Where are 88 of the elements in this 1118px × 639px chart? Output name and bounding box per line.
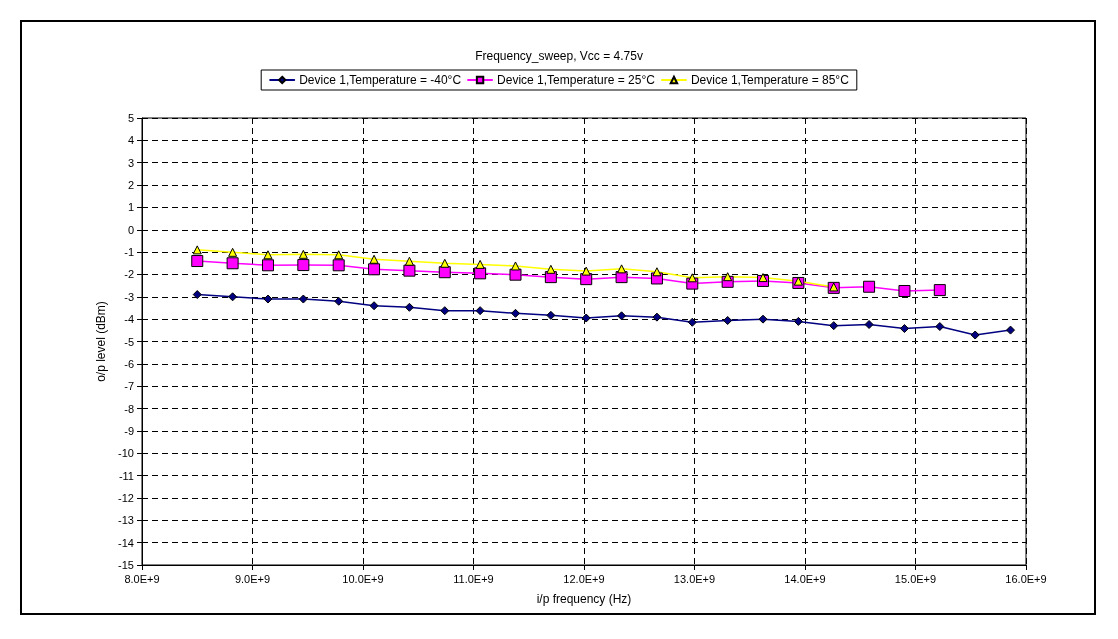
- y-tick-label: -4: [124, 313, 134, 326]
- y-tick-label: -1: [124, 246, 134, 259]
- x-tick-label: 14.0E+9: [784, 572, 826, 585]
- y-tick-label: 5: [127, 112, 134, 124]
- point: [404, 302, 414, 312]
- x-tick-label: 8.0E+9: [124, 572, 160, 585]
- point: [652, 312, 662, 322]
- point: [581, 266, 591, 276]
- x-axis-title: i/p frequency (Hz): [536, 592, 632, 606]
- point: [510, 308, 520, 318]
- y-axis-title: o/p level (dBm): [94, 301, 109, 382]
- point: [192, 290, 202, 300]
- y-tick-label: 4: [127, 134, 134, 147]
- point: [403, 264, 416, 277]
- x-tick-label: 13.0E+9: [673, 572, 716, 585]
- legend-label: Device 1,Temperature = 85°C: [690, 73, 850, 87]
- point: [263, 250, 273, 260]
- point: [261, 259, 274, 272]
- point: [546, 310, 556, 320]
- point: [617, 311, 627, 321]
- point: [510, 261, 520, 271]
- point: [546, 264, 556, 274]
- point: [369, 254, 379, 264]
- legend-label: Device 1,Temperature = 25°C: [497, 73, 656, 87]
- point: [404, 256, 414, 266]
- point: [334, 296, 344, 306]
- y-tick-label: -12: [118, 491, 134, 504]
- x-tick-label: 10.0E+9: [342, 572, 384, 585]
- y-tick-label: 1: [127, 201, 134, 214]
- y-tick-label: -15: [118, 559, 134, 571]
- point: [898, 284, 911, 297]
- y-tick-label: -5: [124, 335, 134, 348]
- point: [758, 273, 768, 283]
- point: [475, 306, 485, 316]
- point: [723, 315, 733, 325]
- point: [297, 259, 310, 272]
- x-tick-label: 9.0E+9: [234, 572, 271, 585]
- point: [829, 321, 839, 331]
- point: [332, 259, 345, 272]
- point: [440, 306, 450, 316]
- point: [1006, 325, 1016, 335]
- point: [793, 316, 803, 326]
- point: [298, 249, 308, 259]
- point: [191, 255, 204, 268]
- point: [475, 259, 485, 269]
- y-tick-label: -14: [118, 536, 134, 549]
- chart-title: Frequency_sweep, Vcc = 4.75v: [475, 49, 643, 63]
- point: [758, 314, 768, 324]
- y-tick-label: -8: [124, 402, 134, 415]
- point: [228, 247, 238, 257]
- point: [933, 284, 946, 297]
- point: [723, 272, 733, 282]
- point: [581, 313, 591, 323]
- y-tick-label: 2: [127, 179, 134, 192]
- y-tick-label: -9: [124, 424, 134, 437]
- legend-label: Device 1,Temperature = -40°C: [299, 73, 462, 87]
- x-tick-label: 15.0E+9: [894, 572, 937, 585]
- y-tick-label: -7: [124, 380, 134, 393]
- x-tick-label: 11.0E+9: [453, 572, 494, 585]
- y-tick-label: -2: [124, 268, 134, 281]
- y-tick-label: -6: [124, 357, 134, 370]
- point: [298, 294, 308, 304]
- x-tick-label: 16.0E+9: [1005, 572, 1047, 585]
- point: [652, 267, 662, 277]
- point: [687, 317, 697, 327]
- point: [192, 245, 202, 255]
- y-tick-label: 0: [127, 223, 134, 236]
- point: [368, 263, 381, 276]
- point: [970, 330, 980, 340]
- y-tick-label: 3: [127, 156, 134, 169]
- point: [864, 320, 874, 330]
- point: [617, 264, 627, 274]
- y-tick-label: -11: [118, 469, 134, 482]
- x-tick-label: 12.0E+9: [563, 572, 605, 585]
- point: [334, 250, 344, 260]
- point: [263, 294, 273, 304]
- y-tick-label: -3: [124, 290, 134, 303]
- point: [899, 324, 909, 334]
- y-tick-label: -10: [118, 447, 134, 460]
- point: [226, 257, 239, 270]
- point: [369, 301, 379, 311]
- point: [228, 292, 238, 302]
- point: [687, 273, 697, 283]
- point: [509, 268, 522, 281]
- point: [935, 322, 945, 332]
- point: [440, 258, 450, 268]
- point: [863, 280, 876, 293]
- y-tick-label: -13: [118, 514, 134, 527]
